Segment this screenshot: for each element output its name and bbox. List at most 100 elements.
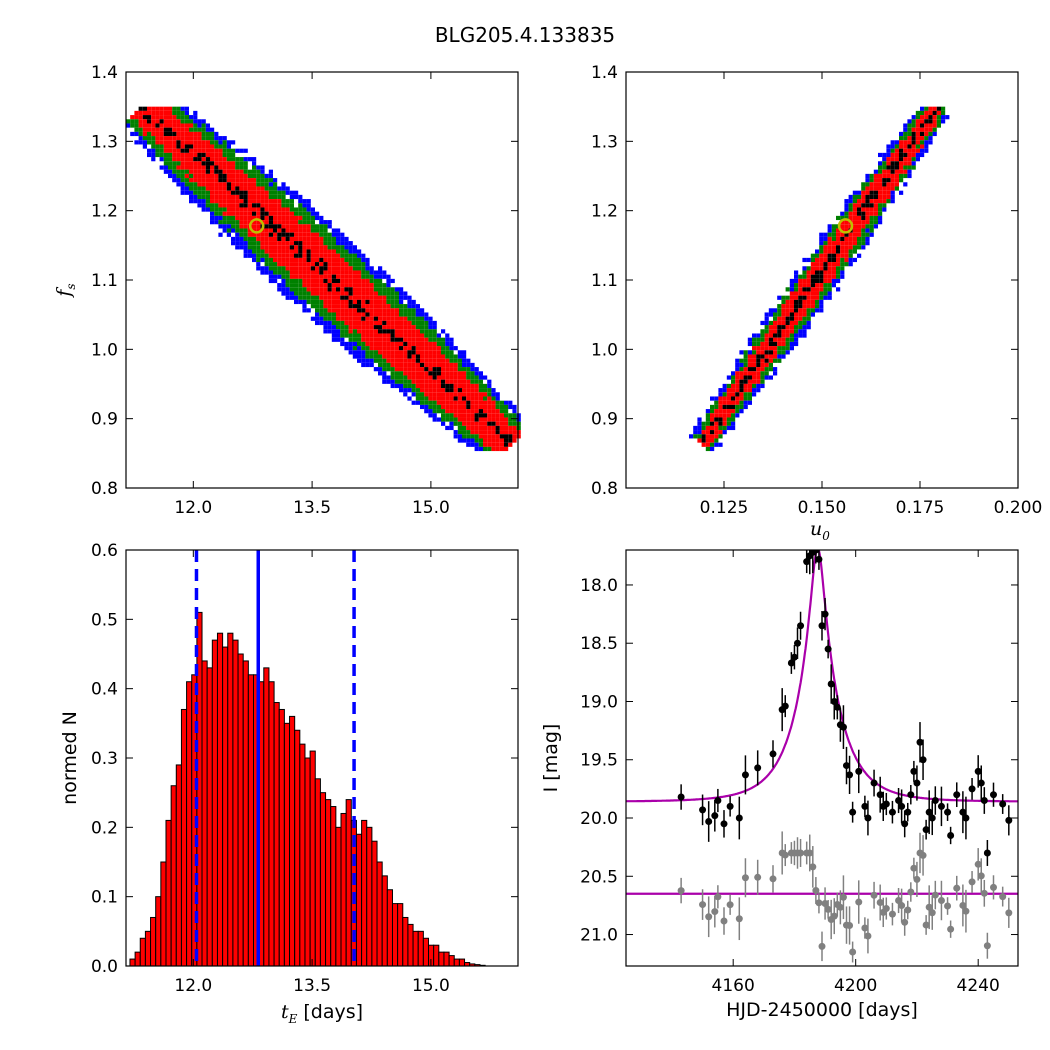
heatmap-cell [844, 228, 849, 233]
heatmap-cell [348, 278, 353, 284]
heatmap-cell [466, 396, 471, 401]
heatmap-cell [722, 392, 727, 397]
heatmap-cell [390, 346, 395, 351]
heatmap-cell [760, 346, 765, 351]
heatmap-cell [882, 165, 887, 170]
heatmap-cell [294, 220, 299, 225]
heatmap-cell [462, 425, 467, 431]
heatmap-cell [873, 203, 878, 208]
heatmap-cell [201, 136, 206, 141]
heatmap-cell [932, 115, 937, 120]
heatmap-cell [516, 434, 521, 439]
heatmap-cell [873, 211, 878, 216]
heatmap-cell [344, 278, 349, 284]
heatmap-cell [436, 333, 441, 338]
heatmap-cell [138, 110, 143, 116]
heatmap-cell [726, 388, 731, 393]
heatmap-cell [252, 253, 257, 258]
heatmap-cell [752, 371, 757, 376]
heatmap-cell [256, 232, 261, 237]
heatmap-cell [915, 144, 920, 149]
histogram-bar [325, 799, 332, 967]
heatmap-cell [180, 152, 185, 158]
heatmap-cell [273, 253, 278, 258]
heatmap-cell [449, 425, 454, 431]
heatmap-cell [470, 388, 475, 393]
heatmap-cell [390, 379, 395, 384]
heatmap-cell [424, 404, 429, 410]
heatmap-cell [260, 182, 265, 187]
heatmap-cell [361, 362, 366, 368]
heatmap-cell [252, 157, 257, 162]
heatmap-cell [134, 140, 139, 145]
heatmap-cell [247, 194, 252, 200]
heatmap-cell [168, 144, 173, 149]
heatmap-cell [504, 417, 509, 422]
heatmap-cell [869, 173, 874, 179]
heatmap-cell [306, 220, 311, 225]
heatmap-cell [184, 152, 189, 158]
heatmap-cell [424, 392, 429, 397]
heatmap-cell [193, 157, 198, 162]
heatmap-cell [243, 253, 248, 258]
heatmap-cell [815, 291, 820, 296]
heatmap-cell [478, 421, 483, 426]
heatmap-cell [403, 308, 408, 313]
heatmap-cell [382, 291, 387, 296]
heatmap-cell [298, 224, 303, 229]
heatmap-cell [151, 157, 156, 162]
heatmap-cell [495, 413, 500, 418]
y-tick-label: 0.8 [91, 479, 118, 499]
heatmap-cell [449, 404, 454, 410]
heatmap-cell [432, 350, 437, 355]
heatmap-cell [306, 224, 311, 229]
heatmap-cell [260, 203, 265, 208]
heatmap-cell [462, 409, 467, 414]
histogram-bar [335, 826, 342, 967]
heatmap-cell [836, 241, 841, 246]
heatmap-cell [411, 329, 416, 334]
heatmap-cell [294, 270, 299, 275]
heatmap-cell [945, 115, 950, 120]
heatmap-cell [226, 161, 231, 166]
heatmap-cell [298, 207, 303, 212]
heatmap-cell [697, 438, 702, 443]
heatmap-cell [147, 140, 152, 145]
heatmap-cell [924, 110, 929, 116]
heatmap-cell [302, 203, 307, 208]
heatmap-cell [499, 425, 504, 431]
best-fit-marker [248, 218, 265, 234]
heatmap-cell [794, 291, 799, 296]
heatmap-cell [415, 312, 420, 317]
heatmap-cell [281, 194, 286, 200]
heatmap-cell [256, 236, 261, 242]
heatmap-cell [264, 257, 269, 263]
heatmap-cell [739, 379, 744, 384]
heatmap-cell [890, 161, 895, 166]
heatmap-cell [344, 316, 349, 321]
heatmap-cell [428, 333, 433, 338]
heatmap-cell [436, 396, 441, 401]
heatmap-cell [264, 207, 269, 212]
heatmap-cell [184, 178, 189, 183]
heatmap-cell [294, 232, 299, 237]
heatmap-cell [327, 249, 332, 254]
histogram-bar [242, 660, 249, 967]
heatmap-cell [798, 278, 803, 284]
heatmap-cell [281, 266, 286, 271]
heatmap-cell [285, 253, 290, 258]
heatmap-cell [478, 430, 483, 435]
heatmap-cell [214, 157, 219, 162]
heatmap-cell [369, 291, 374, 296]
heatmap-cell [878, 220, 883, 225]
heatmap-cell [289, 295, 294, 300]
heatmap-cell [407, 346, 412, 351]
heatmap-cell [415, 388, 420, 393]
heatmap-cell [441, 409, 446, 414]
heatmap-cell [470, 375, 475, 380]
heatmap-cell [294, 249, 299, 254]
heatmap-cell [474, 425, 479, 431]
heatmap-cell [508, 417, 513, 422]
heatmap-cell [449, 388, 454, 393]
heatmap-cell [516, 430, 521, 435]
